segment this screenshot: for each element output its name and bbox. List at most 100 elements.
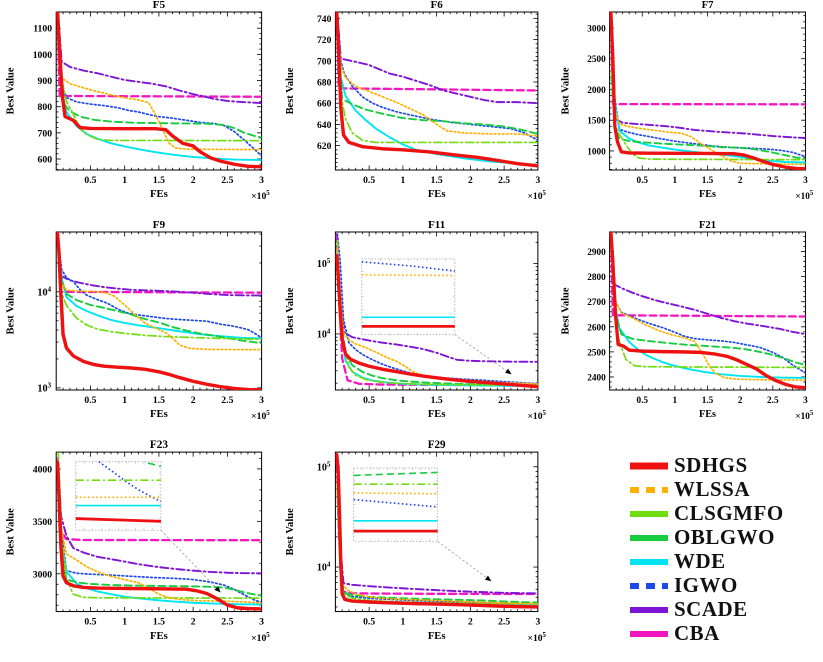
inset-line-IGWO <box>361 261 455 272</box>
chart-slot-f21: 0.5 1 1.5 2 2.5 3 2400 2500 2600 2700 2800 2900 F21 F… <box>556 220 823 440</box>
legend-label: OBLGWO <box>674 525 776 549</box>
svg-text:Best Value: Best Value <box>285 508 296 556</box>
svg-text:3: 3 <box>259 175 264 186</box>
legend-label: IGWO <box>674 573 738 597</box>
legend-swatch-sdhgs <box>630 462 668 469</box>
svg-text:F7: F7 <box>702 0 714 11</box>
svg-text:1.5: 1.5 <box>431 176 443 186</box>
chart-F5: 0.5 1 1.5 2 2.5 3 600 700 800 900 1000 1100 F5 FEs Bes… <box>5 0 270 202</box>
line-CBA <box>56 12 262 98</box>
svg-text:700: 700 <box>317 57 332 67</box>
line-IGWO <box>57 22 262 157</box>
svg-text:2.5: 2.5 <box>221 175 233 186</box>
svg-text:F9: F9 <box>153 220 166 231</box>
series-lines <box>609 232 806 390</box>
inset-connector <box>454 334 512 375</box>
svg-text:2500: 2500 <box>587 55 606 65</box>
line-WLSSA <box>610 33 806 166</box>
chart-slot-f29: 0.5 1 1.5 2 2.5 3 104 105 F29 FEs Best Value ×105 <box>280 440 556 662</box>
series-lines <box>335 233 538 389</box>
line-WLSSA <box>57 245 262 351</box>
svg-text:2: 2 <box>191 395 196 406</box>
line-WDE <box>336 17 538 166</box>
line-IGWO <box>57 239 262 339</box>
svg-text:2700: 2700 <box>587 298 606 308</box>
inset-line-SDHGS <box>75 517 162 523</box>
svg-text:×105: ×105 <box>795 190 813 202</box>
svg-text:2800: 2800 <box>587 273 606 283</box>
inset-line-WLSSA <box>353 492 438 495</box>
line-SCADE <box>57 242 262 297</box>
svg-text:Best Value: Best Value <box>285 287 296 334</box>
svg-text:2600: 2600 <box>587 323 606 333</box>
svg-text:1: 1 <box>122 395 127 406</box>
svg-text:FEs: FEs <box>150 409 168 420</box>
svg-text:1000: 1000 <box>587 147 606 157</box>
legend-label: WLSSA <box>674 477 751 501</box>
arrowhead-icon <box>484 575 492 582</box>
line-WDE <box>610 42 806 164</box>
legend-swatch-oblgwo <box>630 534 668 541</box>
line-IGWO <box>57 468 262 604</box>
svg-text:105: 105 <box>317 258 331 270</box>
svg-text:0.5: 0.5 <box>84 175 96 186</box>
legend-item-oblgwo: OBLGWO <box>628 526 823 549</box>
line-CBA <box>609 12 806 106</box>
series-lines <box>335 12 538 168</box>
line-SDHGS <box>335 12 538 168</box>
svg-text:680: 680 <box>317 79 332 89</box>
svg-text:FEs: FEs <box>428 189 446 200</box>
line-CLSGMFO <box>57 452 262 599</box>
line-WLSSA <box>336 19 538 137</box>
series-lines <box>56 452 262 611</box>
legend-item-cba: CBA <box>628 622 823 645</box>
svg-text:Best Value: Best Value <box>5 287 16 334</box>
svg-text:105: 105 <box>317 461 331 473</box>
svg-text:F6: F6 <box>430 0 443 11</box>
line-SDHGS <box>335 253 538 389</box>
svg-text:0.5: 0.5 <box>363 617 375 628</box>
chart-F6: 0.5 1 1.5 2 2.5 3 620 640 660 680 700 720 740 F6 FEs Be… <box>285 0 546 202</box>
svg-text:1100: 1100 <box>33 24 52 35</box>
line-SCADE <box>57 16 262 104</box>
legend-label: CBA <box>674 621 720 645</box>
arrowhead-icon <box>505 368 512 375</box>
svg-text:700: 700 <box>38 128 53 139</box>
svg-text:2: 2 <box>468 176 473 186</box>
svg-text:104: 104 <box>37 286 51 298</box>
svg-text:×105: ×105 <box>795 410 813 422</box>
svg-text:3: 3 <box>259 395 264 406</box>
chart-F23: 0.5 1 1.5 2 2.5 3 3000 3500 4000 F23 FEs Best Value… <box>5 440 270 644</box>
svg-text:660: 660 <box>317 100 332 110</box>
legend-item-clsgmfo: CLSGMFO <box>628 502 823 525</box>
line-WDE <box>57 478 262 606</box>
svg-text:1.5: 1.5 <box>431 617 443 628</box>
inset-line-WLSSA <box>361 273 455 277</box>
svg-text:3: 3 <box>535 396 540 406</box>
svg-text:×105: ×105 <box>528 632 547 644</box>
legend-swatch-wde <box>630 558 668 565</box>
svg-text:3: 3 <box>803 176 808 186</box>
line-WLSSA <box>57 473 262 604</box>
svg-text:2000: 2000 <box>587 86 606 96</box>
line-WLSSA <box>57 27 262 151</box>
svg-text:1: 1 <box>400 396 405 406</box>
line-OBLGWO <box>57 481 262 597</box>
inset-connector <box>160 529 221 593</box>
chart-F29: 0.5 1 1.5 2 2.5 3 104 105 F29 FEs Best Value ×105 <box>285 440 547 644</box>
svg-text:4000: 4000 <box>33 464 53 475</box>
svg-text:×105: ×105 <box>251 410 270 422</box>
svg-text:1.5: 1.5 <box>702 396 714 406</box>
legend-label: SCADE <box>674 597 748 621</box>
inset-line-OBLGWO <box>147 462 162 468</box>
line-SDHGS <box>56 12 262 169</box>
svg-text:2.5: 2.5 <box>767 396 779 406</box>
inset-line-OBLGWO <box>353 471 438 477</box>
chart-F9: 0.5 1 1.5 2 2.5 3 103 104 F9 FEs Best Value ×105 <box>5 220 270 422</box>
svg-text:Best Value: Best Value <box>5 508 16 556</box>
series-lines <box>609 12 806 170</box>
line-WLSSA <box>610 240 806 382</box>
chart-slot-f9: 0.5 1 1.5 2 2.5 3 103 104 F9 FEs Best Value ×105 <box>0 220 280 440</box>
line-SCADE <box>610 23 806 139</box>
